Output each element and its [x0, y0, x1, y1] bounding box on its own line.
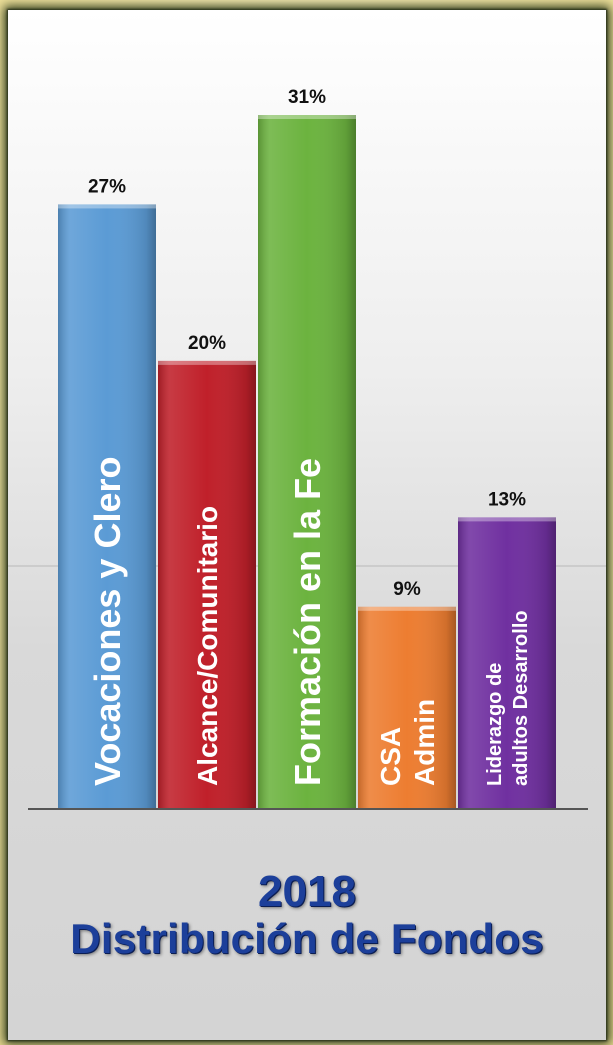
value-label-csa-admin: 9%: [393, 579, 421, 600]
value-label-formaci-n-en-la-fe: 31%: [288, 87, 326, 108]
bar-label-vocaciones-y-clero: Vocaciones y Clero: [87, 457, 128, 786]
bar-shading: [358, 606, 456, 808]
bar-group-alcance-comunitario: 20% Alcance/Comunitario: [158, 333, 256, 808]
bar-top-highlight: [458, 517, 556, 522]
bar-label-csa-admin-line-1: CSA: [375, 727, 406, 786]
bar-shading: [258, 115, 356, 808]
bar-top-highlight: [258, 115, 356, 119]
bar-top-highlight: [158, 360, 256, 365]
value-label-alcance-comunitario: 20%: [188, 333, 226, 354]
chart-subtitle: Distribución de Fondos: [70, 914, 544, 962]
bar-label-alcance-comunitario: Alcance/Comunitario: [192, 506, 223, 786]
bar-top-highlight: [358, 606, 456, 611]
value-label-liderazgo-de-adultos-desarrollo: 13%: [488, 489, 526, 510]
bar-label-formaci-n-en-la-fe: Formación en la Fe: [287, 458, 328, 786]
chart-title-block: 2018 Distribución de Fondos: [8, 868, 606, 961]
value-label-vocaciones-y-clero: 27%: [88, 176, 126, 197]
bar-label-csa-admin-line-2: Admin: [409, 699, 440, 786]
bar-label-liderazgo-de-adultos-desarrollo-line-1: Liderazgo de: [484, 663, 506, 786]
bar-group-liderazgo-de-adultos-desarrollo: 13% Liderazgo de adultos Desarrollo: [458, 489, 556, 808]
bar-shading: [58, 204, 156, 808]
bar-group-csa-admin: 9% CSA Admin: [358, 579, 456, 808]
bar-label-liderazgo-de-adultos-desarrollo-line-2: adultos Desarrollo: [510, 610, 532, 786]
chart-title: 2018: [258, 867, 356, 916]
bar-group-formaci-n-en-la-fe: 31% Formación en la Fe: [258, 87, 356, 808]
bar-shading: [458, 517, 556, 808]
bar-top-highlight: [58, 204, 156, 209]
bar-group-vocaciones-y-clero: 27% Vocaciones y Clero: [58, 176, 156, 808]
bar-shading: [158, 360, 256, 808]
